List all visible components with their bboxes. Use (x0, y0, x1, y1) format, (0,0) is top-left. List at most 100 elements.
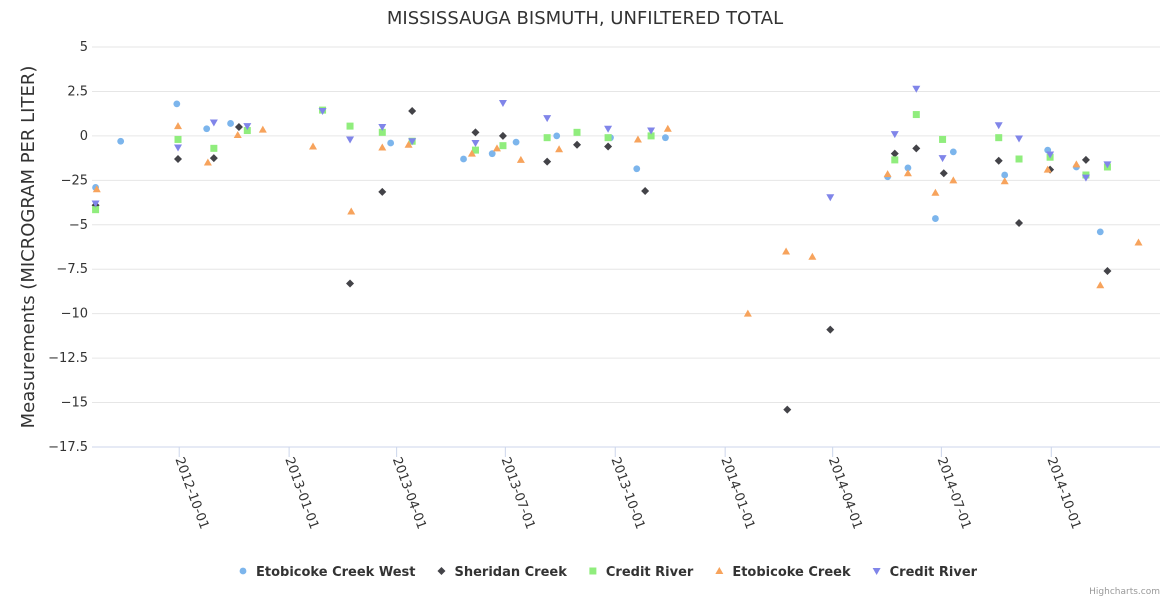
data-point[interactable] (1103, 161, 1112, 169)
credits-link[interactable]: Highcharts.com (1089, 587, 1160, 597)
data-point[interactable] (498, 131, 507, 140)
data-point[interactable] (573, 128, 581, 136)
data-point[interactable] (931, 188, 940, 196)
data-point[interactable] (890, 149, 899, 158)
data-point[interactable] (1096, 228, 1104, 236)
data-point[interactable] (174, 135, 182, 143)
data-point[interactable] (932, 215, 939, 222)
data-point[interactable] (904, 164, 912, 172)
data-point[interactable] (1103, 267, 1112, 275)
data-point[interactable] (903, 169, 912, 177)
data-point[interactable] (498, 100, 507, 107)
data-point[interactable] (1081, 174, 1090, 182)
data-point[interactable] (309, 142, 318, 150)
data-point[interactable] (604, 134, 612, 142)
data-point[interactable] (346, 136, 355, 144)
data-point[interactable] (912, 144, 921, 153)
data-point[interactable] (949, 176, 958, 184)
data-point[interactable] (174, 155, 183, 163)
data-point[interactable] (1046, 151, 1055, 159)
data-point[interactable] (91, 200, 100, 208)
data-point[interactable] (783, 405, 792, 414)
data-point[interactable] (234, 123, 243, 131)
data-point[interactable] (826, 325, 835, 334)
legend-item[interactable]: Sheridan Creek (437, 565, 567, 580)
data-point[interactable] (782, 247, 791, 255)
data-point[interactable] (1000, 177, 1009, 185)
data-point[interactable] (826, 194, 835, 202)
data-point[interactable] (516, 155, 525, 163)
data-point[interactable] (471, 140, 480, 147)
data-point[interactable] (912, 85, 921, 93)
data-point[interactable] (488, 150, 496, 158)
data-point[interactable] (647, 132, 655, 140)
data-point[interactable] (243, 127, 251, 135)
data-point[interactable] (174, 122, 183, 130)
data-point[interactable] (318, 108, 327, 115)
data-point[interactable] (543, 157, 552, 166)
data-point[interactable] (604, 142, 613, 151)
data-point[interactable] (543, 134, 551, 142)
data-point[interactable] (404, 140, 413, 148)
data-point[interactable] (210, 144, 218, 152)
data-point[interactable] (471, 128, 480, 137)
legend-item[interactable]: Etobicoke Creek West (239, 565, 416, 580)
data-point[interactable] (117, 137, 125, 145)
data-point[interactable] (203, 158, 212, 166)
data-point[interactable] (378, 187, 387, 196)
data-point[interactable] (890, 131, 899, 139)
data-point[interactable] (512, 138, 520, 146)
data-point[interactable] (994, 122, 1003, 130)
data-point[interactable] (471, 146, 479, 154)
data-point[interactable] (939, 169, 948, 178)
data-point[interactable] (1001, 171, 1009, 179)
data-point[interactable] (1134, 238, 1143, 246)
data-point[interactable] (647, 127, 656, 135)
data-point[interactable] (378, 128, 386, 136)
data-point[interactable] (346, 279, 355, 288)
data-point[interactable] (203, 125, 211, 133)
data-point[interactable] (173, 100, 181, 108)
data-point[interactable] (555, 145, 564, 153)
data-point[interactable] (662, 134, 669, 142)
data-point[interactable] (663, 124, 672, 132)
data-point[interactable] (891, 156, 899, 164)
data-point[interactable] (408, 107, 417, 115)
data-point[interactable] (258, 125, 267, 133)
legend-item[interactable]: Etobicoke Creek (715, 565, 851, 580)
data-point[interactable] (1081, 155, 1090, 164)
data-point[interactable] (387, 139, 395, 147)
data-point[interactable] (1015, 155, 1023, 163)
data-point[interactable] (243, 123, 252, 131)
data-point[interactable] (233, 131, 242, 138)
data-point[interactable] (743, 309, 752, 317)
data-point[interactable] (499, 142, 507, 150)
data-point[interactable] (1015, 219, 1024, 227)
data-point[interactable] (553, 132, 561, 140)
data-point[interactable] (1043, 165, 1052, 173)
data-point[interactable] (1015, 135, 1024, 143)
data-point[interactable] (378, 143, 387, 151)
legend-item[interactable]: Credit River (589, 565, 694, 580)
data-point[interactable] (912, 111, 920, 119)
legend-item[interactable]: Credit River (872, 565, 978, 580)
data-point[interactable] (633, 165, 641, 173)
data-point[interactable] (995, 134, 1003, 142)
data-point[interactable] (543, 115, 552, 123)
data-point[interactable] (347, 207, 356, 215)
data-point[interactable] (1096, 281, 1105, 289)
data-point[interactable] (460, 155, 467, 163)
data-point[interactable] (808, 252, 817, 260)
data-point[interactable] (492, 144, 501, 152)
data-point[interactable] (938, 155, 947, 163)
data-point[interactable] (883, 170, 892, 178)
data-point[interactable] (641, 187, 650, 195)
data-point[interactable] (939, 135, 947, 143)
data-point[interactable] (209, 119, 218, 127)
data-point[interactable] (378, 124, 387, 131)
data-point[interactable] (633, 135, 642, 143)
data-point[interactable] (1072, 160, 1081, 168)
data-point[interactable] (227, 120, 234, 127)
data-point[interactable] (994, 156, 1003, 165)
data-point[interactable] (346, 122, 354, 130)
